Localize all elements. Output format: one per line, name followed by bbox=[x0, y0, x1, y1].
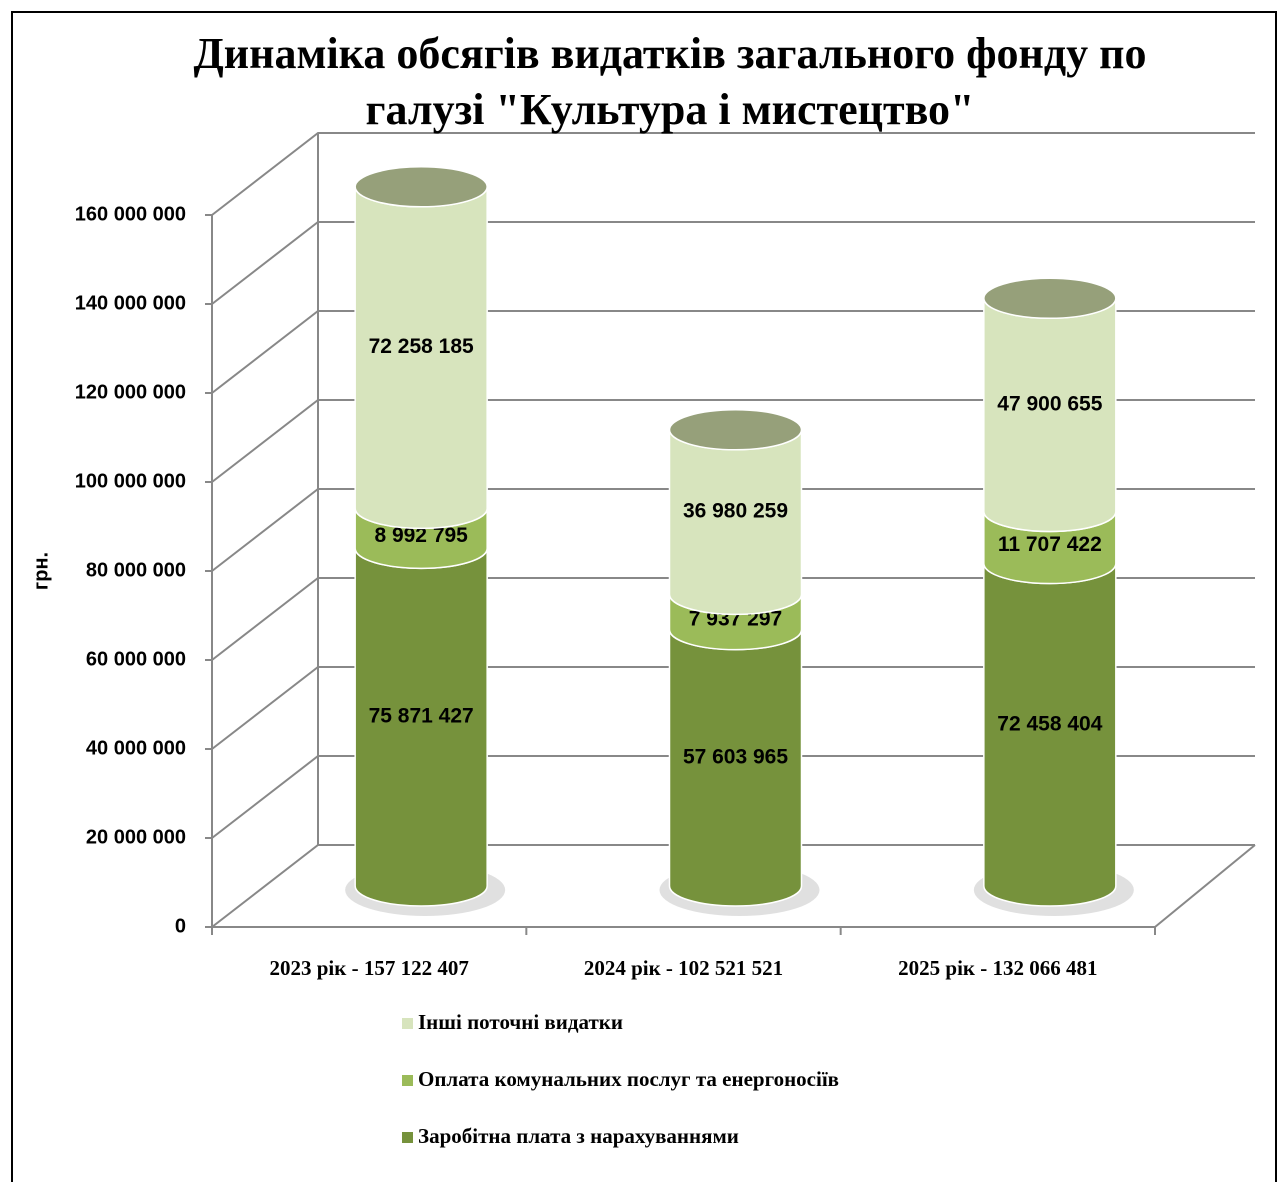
grid-line bbox=[211, 132, 1255, 216]
legend-swatch bbox=[402, 1075, 413, 1086]
data-label: 57 603 965 bbox=[683, 745, 788, 768]
y-tick-label: 140 000 000 bbox=[75, 292, 186, 314]
data-label: 36 980 259 bbox=[683, 500, 788, 523]
x-tick-label: 2023 рік - 157 122 407 bbox=[269, 956, 468, 980]
y-tick-label: 60 000 000 bbox=[86, 648, 186, 670]
data-label: 75 871 427 bbox=[369, 705, 474, 728]
legend-label: Інші поточні видатки bbox=[418, 1010, 623, 1034]
data-label: 11 707 422 bbox=[998, 533, 1102, 556]
y-tick-label: 20 000 000 bbox=[86, 826, 186, 848]
y-tick-label: 120 000 000 bbox=[75, 381, 186, 403]
grid-line bbox=[211, 488, 1255, 572]
y-tick-label: 100 000 000 bbox=[75, 470, 186, 492]
grid-line bbox=[211, 310, 1255, 394]
grid-line bbox=[211, 844, 1255, 928]
floor-edge bbox=[1154, 844, 1256, 928]
grid-line bbox=[211, 755, 1255, 839]
data-label: 72 258 185 bbox=[369, 335, 474, 358]
legend-label: Оплата комунальних послуг та енергоносії… bbox=[418, 1067, 839, 1091]
chart-title: Динаміка обсягів видатків загального фон… bbox=[193, 29, 1147, 134]
cylinder-cap bbox=[983, 277, 1117, 320]
grid-line bbox=[211, 221, 1255, 305]
data-label: 8 992 795 bbox=[374, 524, 468, 547]
x-tick-label: 2024 рік - 102 521 521 bbox=[584, 956, 783, 980]
x-tick-label: 2025 рік - 132 066 481 bbox=[898, 956, 1097, 980]
frame bbox=[11, 11, 1277, 1182]
cylinder-cap bbox=[354, 166, 488, 208]
legend-label: Заробітна плата з нарахуваннями bbox=[418, 1124, 739, 1148]
y-tick-label: 40 000 000 bbox=[86, 737, 186, 759]
y-tick-label: 160 000 000 bbox=[75, 203, 186, 225]
data-label: 47 900 655 bbox=[997, 392, 1102, 415]
data-label: 72 458 404 bbox=[997, 712, 1102, 735]
legend-swatch bbox=[402, 1018, 413, 1029]
cylinder-cap bbox=[668, 409, 803, 451]
grid-line bbox=[211, 666, 1255, 750]
y-tick-label: 80 000 000 bbox=[86, 559, 186, 581]
grid-line bbox=[211, 399, 1255, 483]
legend-swatch bbox=[402, 1132, 413, 1143]
grid-line bbox=[211, 577, 1255, 661]
y-tick-label: 0 bbox=[175, 915, 186, 937]
y-axis-label: грн. bbox=[30, 552, 52, 590]
